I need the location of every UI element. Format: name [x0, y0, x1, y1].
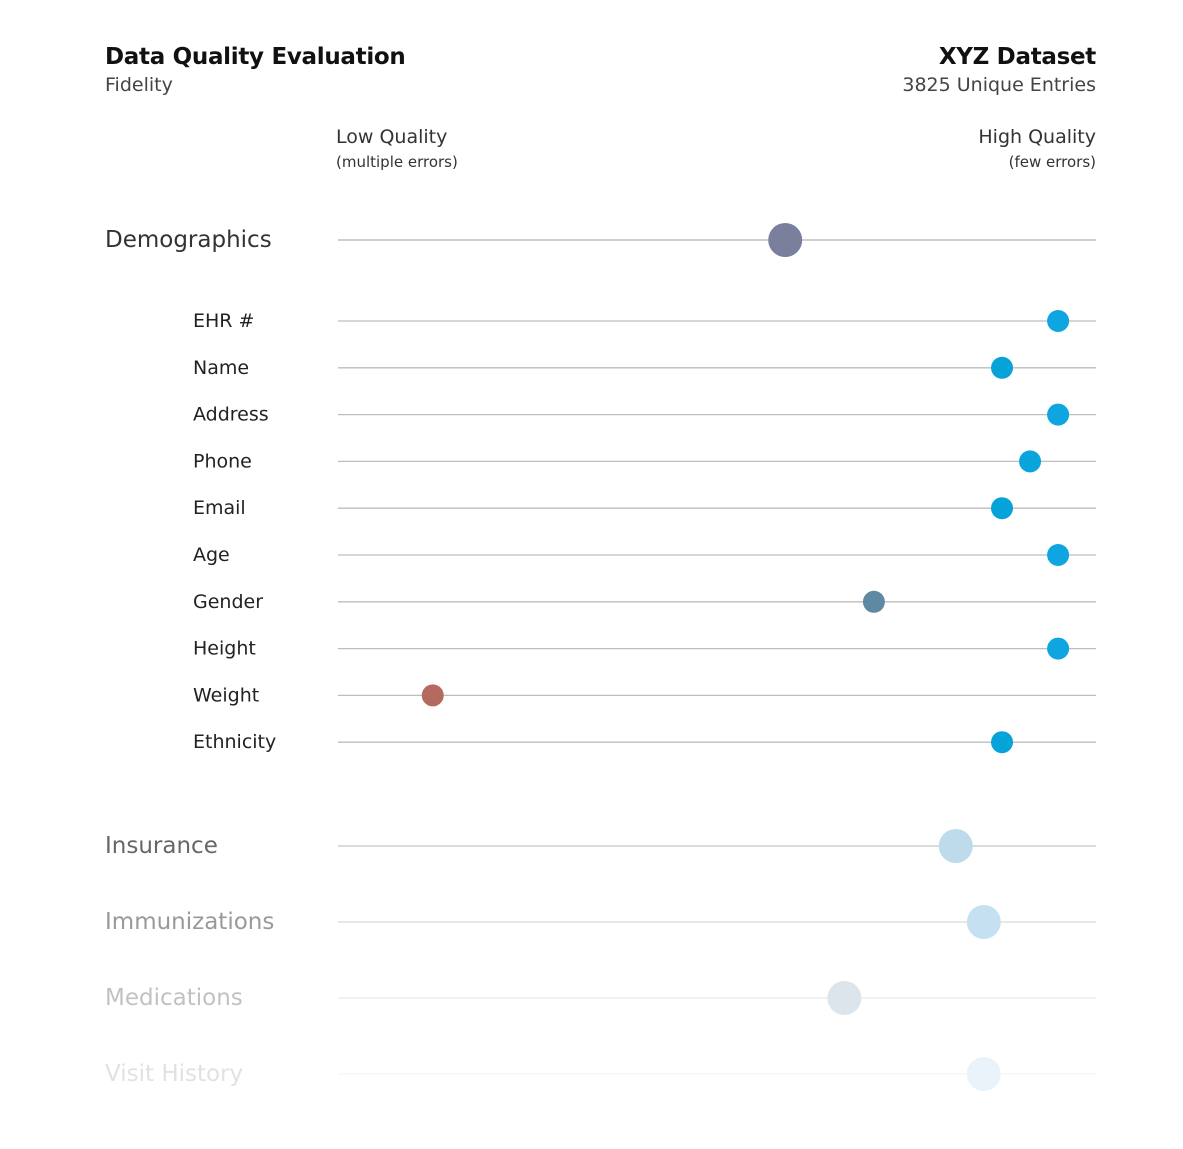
group-label-visit-history: Visit History	[105, 1061, 243, 1087]
item-dot-height	[1047, 637, 1070, 660]
high-quality-sublabel: (few errors)	[1008, 153, 1096, 171]
group-dot-demographics	[768, 223, 803, 257]
item-label-age: Age	[193, 544, 230, 566]
dataset-entries: 3825 Unique Entries	[902, 74, 1096, 96]
item-dot-age	[1047, 544, 1070, 566]
chart-title: Data Quality Evaluation	[105, 44, 406, 70]
item-label-gender: Gender	[193, 591, 263, 613]
item-dot-email	[991, 497, 1014, 520]
item-label-name: Name	[193, 357, 249, 379]
item-dot-ethnicity	[991, 731, 1014, 754]
item-dot-phone	[1019, 450, 1042, 473]
item-dot-weight	[421, 684, 444, 707]
item-dot-name	[991, 356, 1014, 379]
item-dot-ehr	[1047, 310, 1070, 332]
group-label-insurance: Insurance	[105, 833, 218, 859]
group-dot-immunizations	[966, 905, 1001, 939]
group-label-medications: Medications	[105, 985, 243, 1011]
dataset-name: XYZ Dataset	[938, 44, 1096, 70]
low-quality-label: Low Quality	[336, 126, 448, 148]
item-label-phone: Phone	[193, 450, 252, 472]
low-quality-sublabel: (multiple errors)	[336, 153, 458, 171]
item-dot-address	[1047, 403, 1070, 426]
chart-subtitle: Fidelity	[105, 74, 173, 96]
group-dot-insurance	[938, 829, 973, 863]
item-label-address: Address	[193, 404, 269, 426]
group-label-demographics: Demographics	[105, 227, 272, 253]
item-label-ehr: EHR #	[193, 310, 254, 332]
group-dot-medications	[827, 981, 862, 1015]
item-label-height: Height	[193, 638, 256, 660]
group-label-immunizations: Immunizations	[105, 909, 274, 935]
item-label-weight: Weight	[193, 684, 259, 706]
high-quality-label: High Quality	[978, 126, 1096, 148]
item-label-ethnicity: Ethnicity	[193, 731, 276, 753]
item-label-email: Email	[193, 497, 246, 519]
item-dot-gender	[862, 590, 885, 613]
group-dot-visit-history	[966, 1057, 1001, 1091]
